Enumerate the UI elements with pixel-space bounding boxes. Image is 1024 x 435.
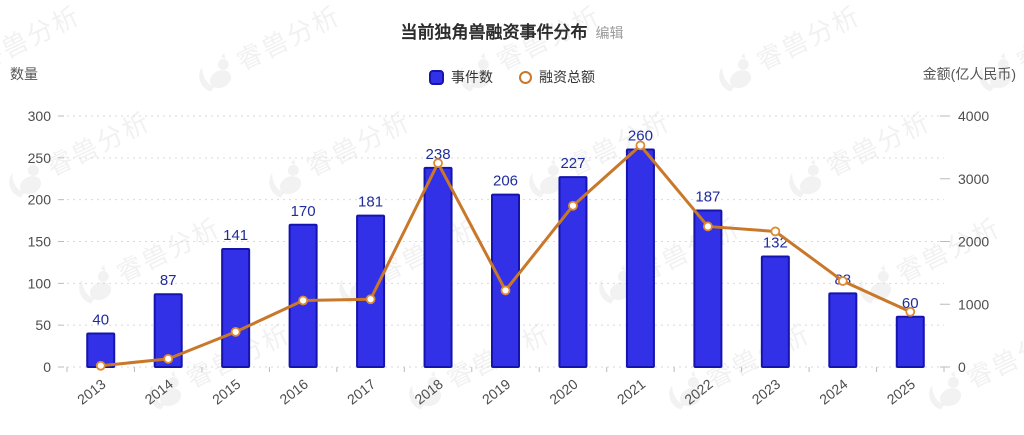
left-axis-tick-label: 150 [28, 234, 52, 250]
x-axis-label-2022: 2022 [681, 376, 716, 408]
line-point-2015[interactable] [230, 326, 241, 337]
bar-2017[interactable] [356, 214, 386, 368]
right-axis-tick-label: 1000 [958, 296, 989, 312]
x-axis-label-2021: 2021 [614, 376, 649, 408]
x-axis-label-2016: 2016 [277, 376, 312, 408]
left-axis-title: 数量 [10, 66, 38, 82]
line-point-2018[interactable] [433, 158, 443, 168]
line-point-2024[interactable] [837, 276, 848, 286]
line-point-2020[interactable] [568, 200, 578, 211]
bar-value-label-2014: 87 [160, 272, 177, 289]
right-axis-tick-label: 2000 [958, 234, 989, 250]
bar-2019[interactable] [491, 193, 520, 368]
left-axis-tick-label: 0 [43, 359, 51, 375]
x-axis-label-2023: 2023 [749, 376, 784, 408]
line-point-2016[interactable] [298, 295, 309, 306]
x-axis-label-2019: 2019 [479, 376, 514, 408]
legend-item-funding-total[interactable]: 融资总额 [519, 67, 595, 87]
line-series-legend-icon [519, 70, 532, 84]
bar-value-label-2013: 40 [92, 312, 109, 329]
legend-item-event-count[interactable]: 事件数 [429, 67, 493, 87]
x-axis-label-2017: 2017 [344, 376, 379, 408]
x-axis-label-2013: 2013 [74, 376, 109, 408]
line-point-2014[interactable] [163, 353, 174, 364]
bar-2015[interactable] [221, 248, 251, 368]
x-axis-label-2014: 2014 [142, 376, 177, 408]
line-point-2013[interactable] [95, 360, 106, 371]
bar-series-legend-icon [429, 69, 444, 85]
bar-value-label-2025: 60 [902, 295, 919, 312]
right-axis-tick-label: 0 [958, 359, 966, 375]
legend-label-event-count: 事件数 [451, 69, 493, 85]
bar-value-label-2023: 132 [763, 235, 788, 252]
bar-2022[interactable] [693, 209, 723, 368]
line-point-2023[interactable] [770, 226, 781, 237]
bar-2025[interactable] [895, 315, 925, 368]
bar-value-label-2017: 181 [358, 194, 383, 211]
x-axis-label-2015: 2015 [209, 376, 244, 408]
left-axis-tick-label: 200 [28, 192, 52, 208]
bar-value-label-2015: 141 [223, 227, 248, 244]
right-axis-title: 金额(亿人民币) [922, 66, 1016, 82]
chart-header: 当前独角兽融资事件分布 编辑 [0, 18, 1024, 43]
x-axis-label-2024: 2024 [816, 376, 851, 408]
line-point-2025[interactable] [905, 306, 916, 317]
left-axis-tick-label: 100 [28, 275, 52, 291]
bar-2020[interactable] [558, 176, 588, 368]
line-point-2017[interactable] [365, 294, 376, 305]
left-axis-tick-label: 250 [28, 150, 52, 166]
bar-2018[interactable] [423, 166, 453, 368]
left-axis-tick-label: 300 [28, 108, 52, 124]
bar-2023[interactable] [760, 255, 790, 368]
bar-value-label-2021: 260 [628, 127, 653, 144]
page-title: 当前独角兽融资事件分布 [400, 23, 588, 42]
bar-value-label-2022: 187 [695, 189, 720, 206]
legend-label-funding-total: 融资总额 [539, 69, 595, 85]
bar-value-label-2019: 206 [493, 173, 518, 190]
bar-value-label-2018: 238 [426, 146, 451, 163]
bar-value-label-2016: 170 [291, 203, 316, 220]
bar-2024[interactable] [828, 292, 858, 368]
bar-value-label-2020: 227 [560, 155, 585, 172]
left-axis-tick-label: 50 [35, 317, 51, 333]
line-point-2019[interactable] [500, 285, 511, 296]
right-axis-tick-label: 4000 [958, 108, 989, 124]
edit-link[interactable]: 编辑 [595, 25, 624, 41]
x-axis-label-2025: 2025 [884, 376, 919, 408]
chart-legend: 事件数 融资总额 [0, 67, 1024, 87]
bar-2021[interactable] [625, 148, 655, 368]
bar-2014[interactable] [153, 293, 183, 368]
right-axis-tick-label: 3000 [958, 171, 989, 187]
x-axis-label-2018: 2018 [411, 376, 446, 408]
line-point-2021[interactable] [635, 140, 646, 151]
x-axis-label-2020: 2020 [546, 376, 581, 408]
line-point-2022[interactable] [702, 221, 713, 232]
